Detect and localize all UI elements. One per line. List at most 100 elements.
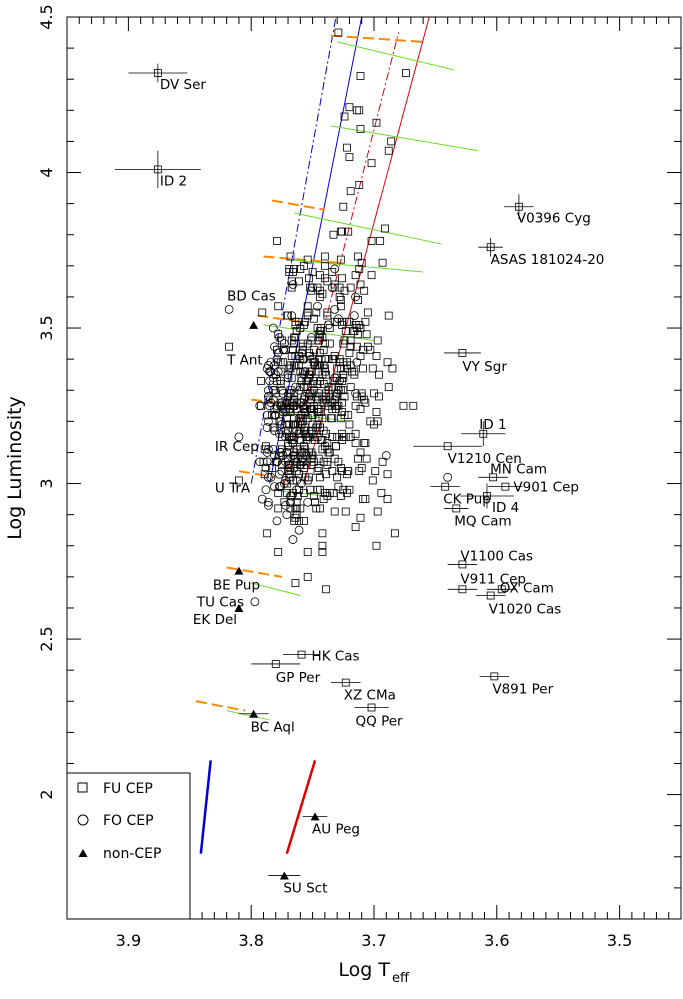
x-tick-label: 3.5: [607, 931, 632, 950]
fu-cep-point: [323, 277, 332, 286]
fu-cep-point: [351, 429, 360, 438]
fo-cep-point: [313, 301, 322, 311]
fu-cep-point: [378, 258, 387, 267]
fu-cep-point: [292, 327, 301, 336]
fo-cep-point: [314, 388, 324, 398]
fu-cep-point: [354, 296, 362, 304]
fu-cep-point: [355, 265, 364, 273]
fo-cep-point: [299, 448, 309, 457]
star-label: ID 1: [479, 417, 506, 433]
fu-cep-point: [329, 355, 338, 364]
fo-cep-point: [283, 460, 293, 470]
edge-line: [199, 760, 212, 854]
fo-cep-point: [263, 392, 273, 401]
labeled-star-square: [489, 473, 498, 482]
legend-label-non-cep: non-CEP: [103, 846, 161, 862]
non-cep-point: [249, 320, 259, 329]
star-label: SU Sct: [283, 880, 327, 896]
fu-cep-point: [291, 321, 300, 329]
fu-cep-point: [290, 339, 299, 348]
fo-cep-point: [297, 448, 306, 457]
fu-cep-point: [325, 448, 334, 457]
fu-cep-point: [356, 280, 365, 289]
fu-cep-point: [356, 513, 365, 522]
star-label: IR Cep: [215, 439, 259, 455]
labeled-star-square: [235, 476, 243, 485]
fu-cep-point: [388, 364, 397, 373]
fu-cep-point: [276, 380, 285, 388]
fo-cep-point: [272, 457, 282, 467]
fu-cep-point: [384, 146, 393, 155]
fo-cep-point: [275, 469, 284, 479]
fo-cep-point: [276, 376, 286, 386]
fu-cep-point: [351, 439, 360, 448]
fu-cep-point: [356, 405, 365, 413]
fu-cep-point: [318, 529, 327, 538]
x-axis-title: Log T: [338, 959, 390, 981]
star-label: T Ant: [226, 353, 263, 369]
fo-cep-points: [255, 264, 453, 544]
fu-cep-point: [335, 293, 344, 301]
fu-cep-point: [289, 420, 297, 429]
fu-cep-point: [303, 311, 312, 320]
fu-cep-point: [355, 467, 364, 476]
fo-cep-point: [335, 376, 345, 386]
y-tick-label: 4: [37, 167, 56, 177]
fu-cep-point: [291, 513, 300, 522]
y-tick-label: 3: [37, 478, 56, 488]
fu-cep-point: [286, 464, 295, 472]
labeled-star-square: [458, 560, 467, 569]
edge-marker-lines: [199, 760, 317, 855]
labeled-star-square: [297, 650, 306, 659]
fu-cep-point: [372, 408, 381, 416]
labeled-star-triangle: [234, 566, 244, 575]
fu-cep-point: [274, 302, 283, 311]
labeled-star-square: [225, 342, 233, 351]
fo-cep-point: [261, 485, 271, 495]
track-line: [263, 255, 338, 264]
fu-cep-point: [319, 457, 328, 466]
fu-cep-point: [346, 187, 355, 196]
fu-cep-point: [290, 265, 299, 273]
fu-cep-point: [384, 311, 393, 320]
star-label: MQ Cam: [454, 513, 511, 529]
labeled-star-square: [153, 165, 162, 174]
fu-cep-point: [329, 230, 338, 239]
fu-cep-point: [343, 488, 351, 497]
track-line: [226, 566, 283, 578]
fo-cep-point: [300, 392, 310, 401]
strip-line: [250, 16, 337, 484]
track-line: [271, 199, 326, 211]
fu-cep-point: [300, 516, 308, 525]
fo-cep-point: [263, 385, 273, 395]
fu-cep-point: [356, 125, 365, 133]
star-label: ID 2: [160, 173, 187, 189]
fu-cep-point: [336, 255, 345, 264]
legend-circle-icon: [77, 814, 89, 826]
fu-cep-point: [362, 454, 371, 463]
star-label: TU Cas: [196, 595, 244, 611]
labeled-star-square: [501, 482, 510, 491]
fo-cep-point: [333, 314, 343, 324]
x-tick-label: 3.7: [361, 931, 386, 950]
legend-square-icon: [77, 782, 88, 793]
fu-cep-point: [319, 398, 328, 407]
fu-cep-point: [339, 358, 348, 367]
fu-cep-point: [303, 548, 312, 556]
fo-cep-point: [272, 516, 282, 526]
fu-cep-point: [264, 395, 273, 404]
fu-cep-point: [302, 436, 311, 444]
star-label: DV Ser: [160, 77, 207, 93]
star-label: V0396 Cyg: [517, 211, 591, 227]
x-tick-label: 3.8: [238, 931, 263, 950]
fo-cep-point: [268, 323, 278, 333]
fo-cep-point: [299, 354, 309, 364]
fo-cep-point: [286, 388, 295, 398]
fo-cep-point: [298, 454, 308, 464]
fo-cep-point: [294, 385, 304, 395]
x-tick-label: 3.6: [484, 931, 509, 950]
fu-cep-point: [371, 467, 380, 476]
fo-cep-point: [292, 476, 302, 485]
fo-cep-point: [263, 472, 273, 482]
star-label: BC Aql: [251, 720, 295, 736]
